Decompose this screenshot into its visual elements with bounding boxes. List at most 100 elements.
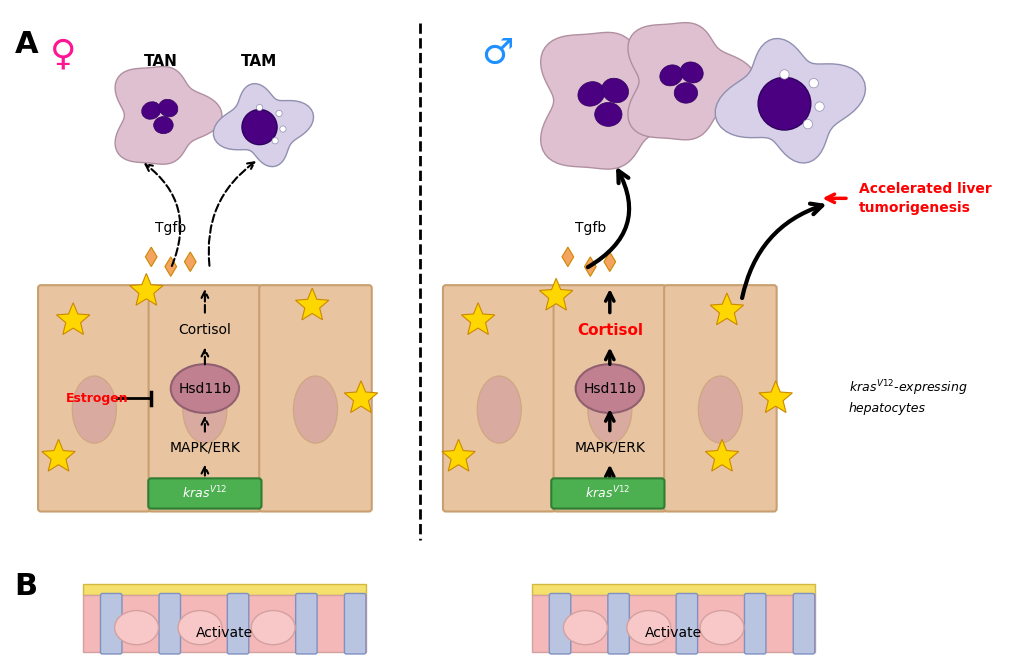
- Polygon shape: [710, 293, 743, 325]
- Ellipse shape: [660, 65, 682, 86]
- Circle shape: [815, 102, 824, 111]
- FancyBboxPatch shape: [148, 478, 261, 509]
- FancyBboxPatch shape: [101, 593, 122, 654]
- Text: Hsd11b: Hsd11b: [584, 382, 637, 396]
- Ellipse shape: [578, 82, 605, 106]
- FancyBboxPatch shape: [38, 285, 151, 512]
- Ellipse shape: [680, 62, 703, 83]
- Circle shape: [242, 109, 277, 145]
- Ellipse shape: [183, 376, 227, 444]
- Polygon shape: [706, 440, 738, 471]
- Text: TAM: TAM: [240, 54, 277, 69]
- FancyBboxPatch shape: [345, 593, 366, 654]
- Ellipse shape: [154, 117, 173, 134]
- FancyBboxPatch shape: [148, 285, 261, 512]
- Text: A: A: [14, 30, 39, 58]
- Circle shape: [780, 70, 789, 79]
- Text: Activate: Activate: [645, 625, 702, 640]
- Polygon shape: [145, 247, 157, 267]
- Text: Hsd11b: Hsd11b: [178, 382, 232, 396]
- FancyBboxPatch shape: [532, 583, 815, 595]
- Ellipse shape: [595, 103, 622, 127]
- Ellipse shape: [141, 101, 161, 119]
- Text: Accelerated liver: Accelerated liver: [858, 182, 992, 196]
- Polygon shape: [759, 381, 792, 412]
- Ellipse shape: [626, 611, 671, 644]
- Circle shape: [256, 105, 262, 111]
- Text: Estrogen: Estrogen: [66, 392, 129, 405]
- Text: MAPK/ERK: MAPK/ERK: [575, 440, 645, 454]
- FancyBboxPatch shape: [676, 593, 698, 654]
- FancyBboxPatch shape: [443, 285, 555, 512]
- Text: tumorigenesis: tumorigenesis: [858, 201, 970, 215]
- Ellipse shape: [477, 376, 522, 444]
- Text: Tgfb: Tgfb: [156, 221, 186, 235]
- Text: $kras^{V12}$: $kras^{V12}$: [182, 485, 228, 501]
- Text: Cortisol: Cortisol: [178, 323, 231, 337]
- Circle shape: [810, 78, 819, 88]
- Polygon shape: [715, 38, 865, 163]
- Polygon shape: [462, 303, 495, 335]
- Text: ♂: ♂: [481, 37, 514, 72]
- Polygon shape: [57, 303, 89, 335]
- Polygon shape: [441, 440, 475, 471]
- Ellipse shape: [159, 99, 178, 117]
- Ellipse shape: [602, 78, 629, 103]
- Text: B: B: [14, 572, 38, 601]
- Ellipse shape: [293, 376, 338, 444]
- Ellipse shape: [700, 611, 744, 644]
- FancyBboxPatch shape: [553, 285, 666, 512]
- Text: Cortisol: Cortisol: [577, 322, 643, 337]
- Polygon shape: [345, 381, 377, 412]
- FancyBboxPatch shape: [744, 593, 766, 654]
- Polygon shape: [184, 252, 196, 271]
- Polygon shape: [539, 278, 573, 310]
- FancyBboxPatch shape: [83, 595, 366, 652]
- FancyBboxPatch shape: [664, 285, 777, 512]
- FancyBboxPatch shape: [551, 478, 664, 509]
- Ellipse shape: [563, 611, 607, 644]
- Circle shape: [803, 119, 813, 129]
- Ellipse shape: [251, 611, 295, 644]
- FancyBboxPatch shape: [549, 593, 571, 654]
- FancyBboxPatch shape: [296, 593, 317, 654]
- Circle shape: [276, 110, 282, 117]
- FancyBboxPatch shape: [259, 285, 372, 512]
- Circle shape: [272, 138, 279, 144]
- Polygon shape: [129, 273, 163, 305]
- FancyBboxPatch shape: [793, 593, 815, 654]
- Ellipse shape: [115, 611, 159, 644]
- FancyBboxPatch shape: [532, 595, 815, 652]
- Text: hepatocytes: hepatocytes: [849, 402, 925, 414]
- Polygon shape: [541, 32, 691, 169]
- Polygon shape: [604, 252, 615, 271]
- Ellipse shape: [699, 376, 742, 444]
- Text: $kras^{V12}$: $kras^{V12}$: [585, 485, 631, 501]
- FancyBboxPatch shape: [608, 593, 630, 654]
- Ellipse shape: [178, 611, 222, 644]
- Polygon shape: [42, 440, 75, 471]
- Text: $kras^{V12}$-expressing: $kras^{V12}$-expressing: [849, 379, 968, 398]
- Polygon shape: [115, 66, 222, 164]
- Polygon shape: [214, 84, 313, 166]
- Ellipse shape: [72, 376, 116, 444]
- Ellipse shape: [674, 83, 698, 103]
- Ellipse shape: [588, 376, 632, 444]
- Text: ♀: ♀: [50, 37, 76, 72]
- Polygon shape: [562, 247, 574, 267]
- Text: TAN: TAN: [144, 54, 178, 69]
- Text: Activate: Activate: [196, 625, 253, 640]
- Polygon shape: [585, 257, 596, 276]
- Ellipse shape: [576, 364, 644, 413]
- Polygon shape: [165, 257, 177, 276]
- Circle shape: [280, 126, 286, 132]
- Circle shape: [758, 78, 811, 130]
- Polygon shape: [627, 23, 757, 140]
- Text: MAPK/ERK: MAPK/ERK: [170, 440, 240, 454]
- FancyBboxPatch shape: [159, 593, 180, 654]
- FancyBboxPatch shape: [83, 583, 366, 595]
- Ellipse shape: [171, 364, 239, 413]
- Text: Tgfb: Tgfb: [575, 221, 606, 235]
- Polygon shape: [296, 288, 328, 320]
- FancyBboxPatch shape: [228, 593, 249, 654]
